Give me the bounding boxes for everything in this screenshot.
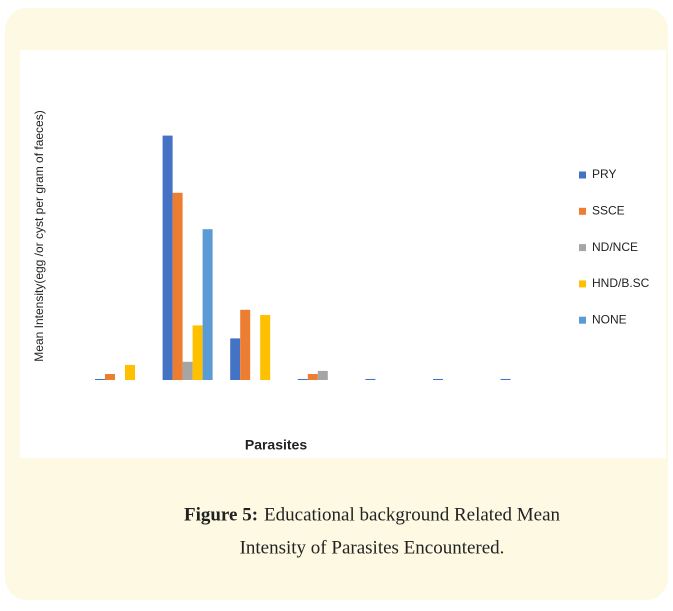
caption-line: Intensity of Parasites Encountered. (240, 537, 505, 558)
legend-swatch (579, 244, 586, 252)
chart-area (20, 50, 666, 458)
bar (260, 315, 271, 380)
bar (105, 374, 115, 380)
bar (162, 135, 173, 380)
caption-line: Educational background Related Mean (264, 504, 560, 525)
legend-label: SSCE (592, 203, 625, 217)
bar (365, 378, 376, 380)
bar (307, 374, 318, 380)
bar (317, 370, 328, 380)
legend-label: PRY (592, 167, 616, 181)
legend-swatch (579, 316, 586, 324)
bar (182, 361, 193, 380)
y-axis-label: Mean Intensity(egg /or cyst per gram of … (32, 110, 46, 361)
caption-label: Figure 5: (184, 504, 258, 525)
bar (95, 378, 105, 380)
bar (230, 338, 241, 380)
bar (192, 325, 203, 380)
bar (297, 378, 308, 380)
legend-swatch (579, 207, 586, 215)
x-axis-label: Parasites (245, 437, 307, 453)
bar (433, 378, 443, 380)
bar (202, 229, 213, 380)
legend-label: NONE (592, 312, 627, 326)
legend-swatch (579, 171, 586, 179)
bar (125, 364, 135, 380)
bar (240, 309, 251, 380)
bar (500, 378, 511, 380)
bar (172, 192, 183, 380)
legend-label: HND/B.SC (592, 276, 650, 290)
legend-swatch (579, 280, 586, 288)
legend-label: ND/NCE (592, 240, 638, 254)
